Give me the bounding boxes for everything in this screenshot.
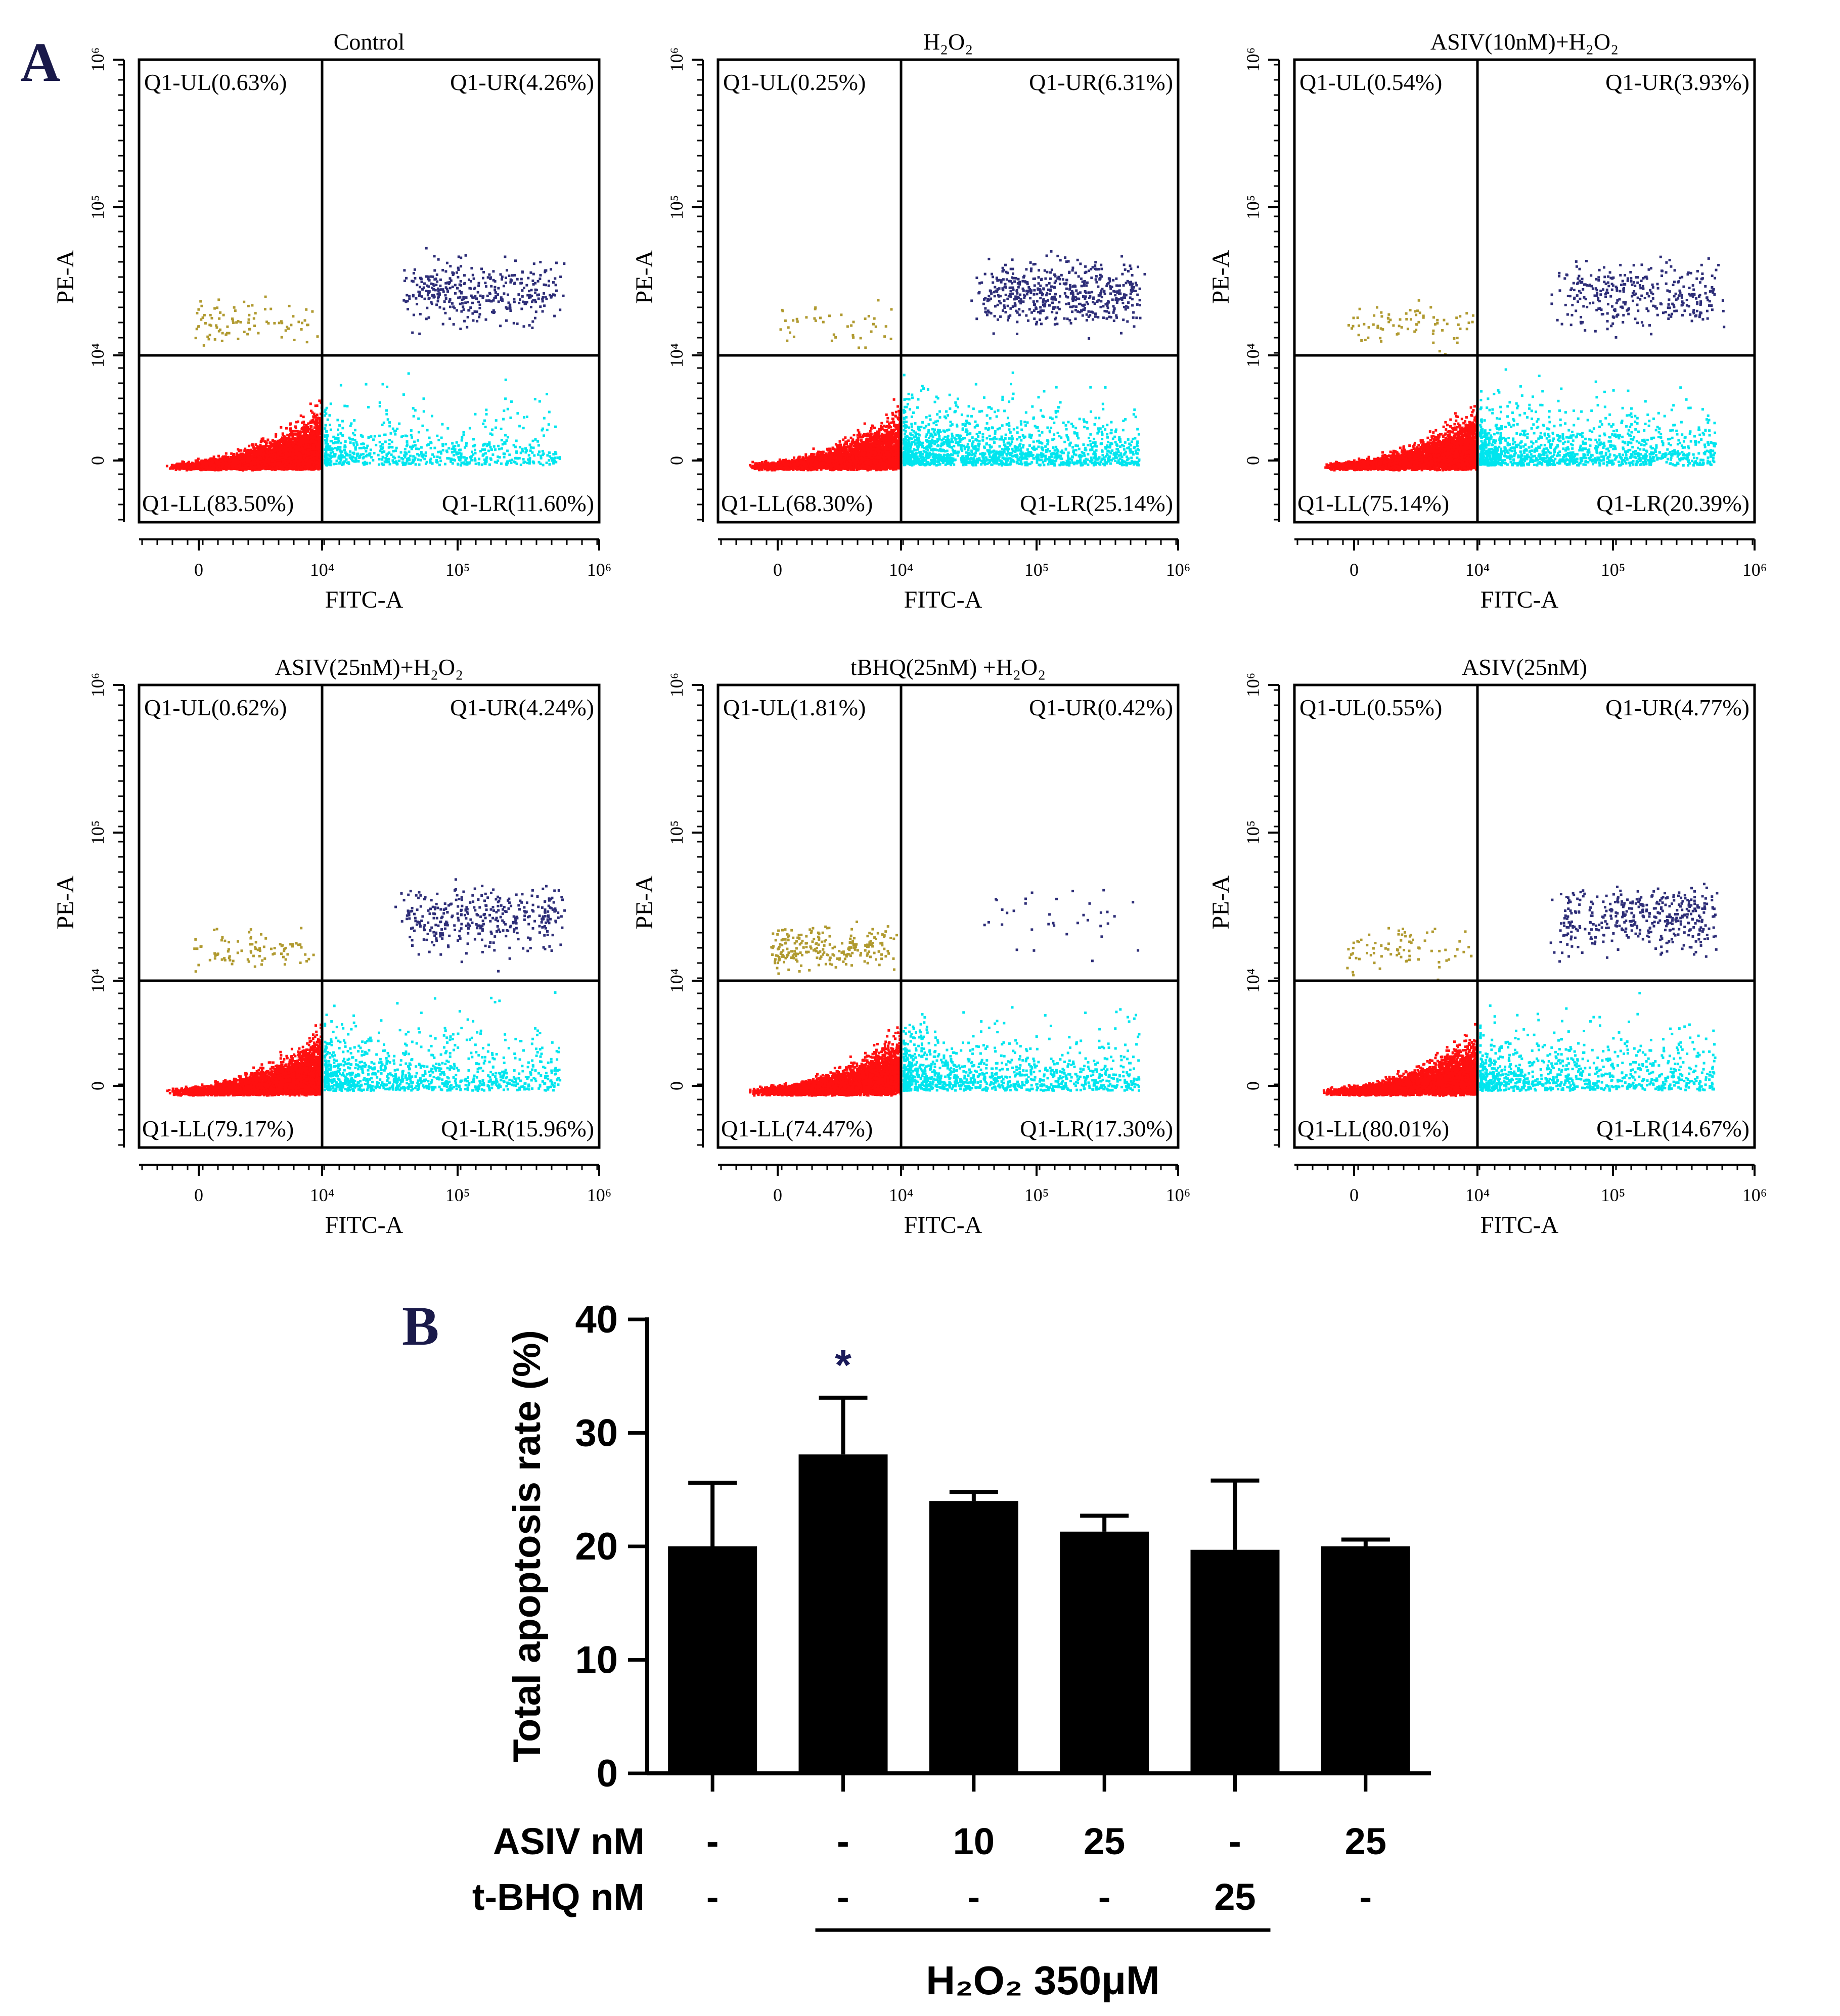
event-point xyxy=(266,439,269,441)
panel-label-a: A xyxy=(20,31,60,93)
figure: A B ControlQ1-UL(0.63%) Q1-UR(4.26%)Q1-LL… xyxy=(0,0,1840,2016)
panel-label-b: B xyxy=(402,1295,439,1357)
event-point xyxy=(309,402,312,405)
panel-title: Control xyxy=(334,29,405,55)
